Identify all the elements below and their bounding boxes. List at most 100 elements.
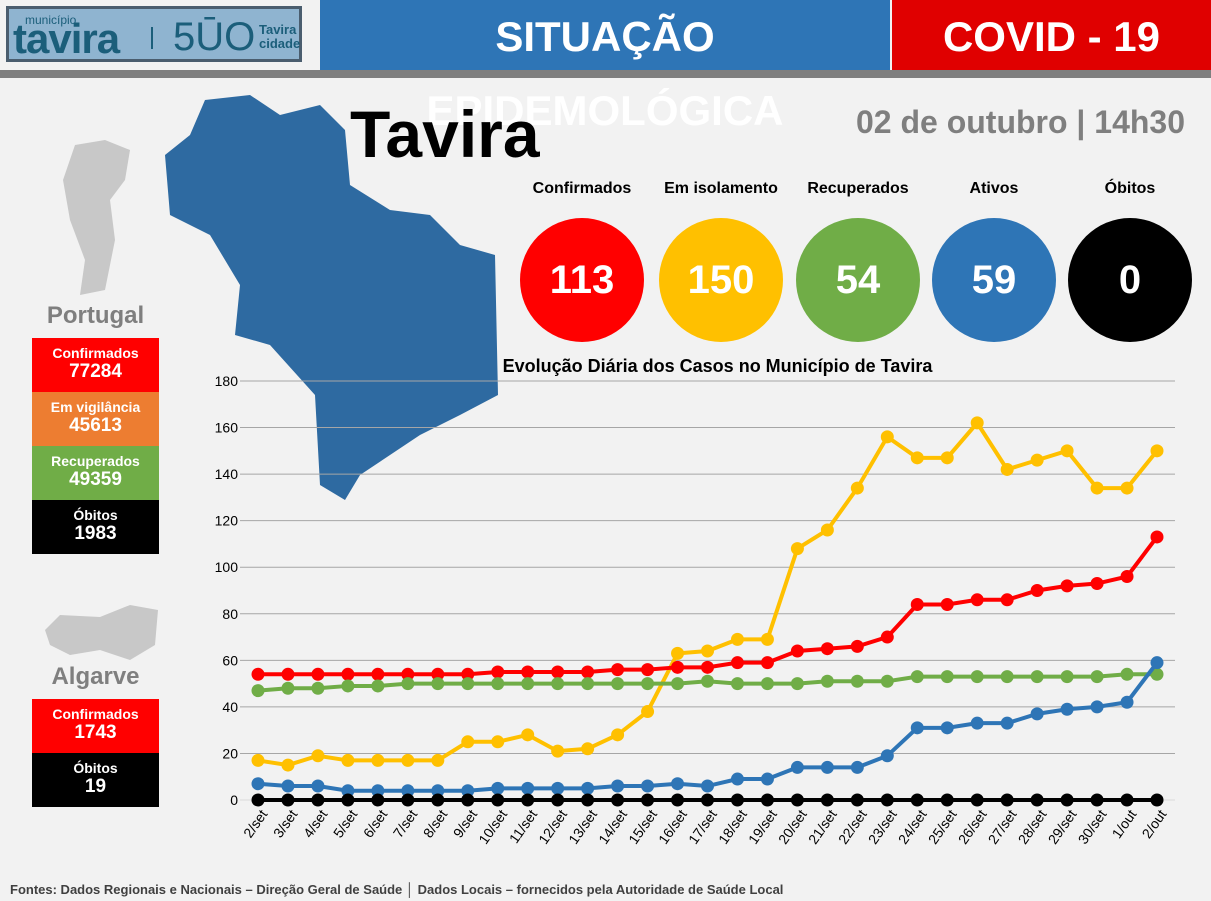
stat-value: 0: [1068, 218, 1192, 342]
y-tick-label: 60: [222, 652, 238, 668]
data-point: [401, 667, 415, 681]
y-tick-label: 100: [215, 559, 239, 575]
data-point: [1090, 670, 1104, 684]
box-label: Óbitos: [73, 760, 118, 776]
data-point: [551, 677, 565, 691]
y-tick-label: 180: [215, 373, 239, 389]
municipality-logo[interactable]: município tavira 5ŪO Tavira cidade: [6, 6, 302, 62]
data-point: [880, 630, 894, 644]
x-tick-label: 15/set: [625, 806, 660, 847]
stat-label: Óbitos: [1104, 180, 1156, 197]
box-value: 49359: [69, 469, 122, 490]
data-point: [760, 677, 774, 691]
data-point: [730, 632, 744, 646]
data-point: [1120, 667, 1134, 681]
data-point: [940, 670, 954, 684]
data-point: [251, 753, 265, 767]
data-point: [1060, 793, 1074, 807]
x-tick-label: 10/set: [475, 806, 510, 847]
data-point: [461, 793, 475, 807]
data-point: [730, 677, 744, 691]
data-point: [281, 667, 295, 681]
data-point: [341, 667, 355, 681]
data-point: [311, 667, 325, 681]
data-point: [251, 793, 265, 807]
stat-ativos: Ativos 59: [932, 180, 1056, 342]
data-point: [940, 451, 954, 465]
data-point: [281, 681, 295, 695]
x-tick-label: 14/set: [595, 806, 630, 847]
data-point: [850, 481, 864, 495]
data-point: [790, 677, 804, 691]
algarve-title: Algarve: [51, 663, 140, 690]
data-point: [1090, 577, 1104, 591]
data-point: [760, 793, 774, 807]
y-tick-label: 140: [215, 466, 239, 482]
sources-footer: Fontes: Dados Regionais e Nacionais – Di…: [10, 882, 784, 897]
data-point: [790, 760, 804, 774]
y-tick-label: 160: [215, 420, 239, 436]
data-point: [401, 793, 415, 807]
data-point: [491, 735, 505, 749]
data-point: [311, 793, 325, 807]
portugal-stat-box: Confirmados 77284: [32, 338, 159, 392]
stat-value: 113: [520, 218, 644, 342]
data-point: [581, 781, 595, 795]
data-point: [311, 749, 325, 763]
covid-badge: COVID - 19: [892, 0, 1211, 70]
data-point: [431, 753, 445, 767]
data-point: [311, 779, 325, 793]
data-point: [850, 639, 864, 653]
data-point: [970, 416, 984, 430]
data-point: [1090, 481, 1104, 495]
data-point: [730, 793, 744, 807]
portugal-stat-box: Recuperados 49359: [32, 446, 159, 500]
x-tick-label: 5/set: [330, 806, 361, 840]
data-point: [671, 793, 685, 807]
data-point: [431, 793, 445, 807]
data-point: [880, 793, 894, 807]
data-point: [341, 793, 355, 807]
data-point: [371, 793, 385, 807]
box-value: 77284: [69, 361, 122, 382]
data-point: [1120, 793, 1134, 807]
data-point: [671, 677, 685, 691]
data-point: [431, 677, 445, 691]
x-tick-label: 11/set: [506, 806, 540, 846]
stat-recuperados: Recuperados 54: [796, 180, 920, 342]
x-tick-label: 28/set: [1015, 806, 1050, 847]
data-point: [701, 793, 714, 807]
stat-value: 59: [932, 218, 1056, 342]
data-point: [491, 793, 505, 807]
data-point: [611, 779, 625, 793]
data-point: [371, 667, 385, 681]
data-point: [1150, 656, 1164, 670]
algarve-stat-box: Confirmados 1743: [32, 699, 159, 753]
data-point: [1150, 793, 1164, 807]
x-tick-label: 19/set: [745, 806, 780, 847]
data-point: [940, 793, 954, 807]
box-label: Óbitos: [73, 507, 118, 523]
data-point: [1000, 593, 1014, 607]
x-tick-label: 13/set: [565, 806, 600, 847]
data-point: [701, 674, 714, 688]
portugal-panel: Portugal Confirmados 77284 Em vigilância 45…: [32, 302, 159, 554]
x-tick-label: 29/set: [1045, 806, 1080, 847]
data-point: [581, 742, 595, 756]
town-name: Tavira: [350, 97, 540, 171]
stat-value: 54: [796, 218, 920, 342]
data-point: [1030, 793, 1044, 807]
data-point: [1060, 670, 1074, 684]
data-point: [1060, 444, 1074, 458]
data-point: [281, 779, 295, 793]
data-point: [730, 656, 744, 670]
box-value: 19: [84, 776, 107, 797]
data-point: [251, 684, 265, 698]
data-point: [1000, 716, 1014, 730]
chart-title: Evolução Diária dos Casos no Município d…: [503, 356, 934, 376]
x-tick-label: 23/set: [865, 806, 900, 847]
stat-value: 150: [659, 218, 783, 342]
data-point: [1150, 530, 1164, 544]
data-point: [281, 793, 295, 807]
data-point: [970, 593, 984, 607]
